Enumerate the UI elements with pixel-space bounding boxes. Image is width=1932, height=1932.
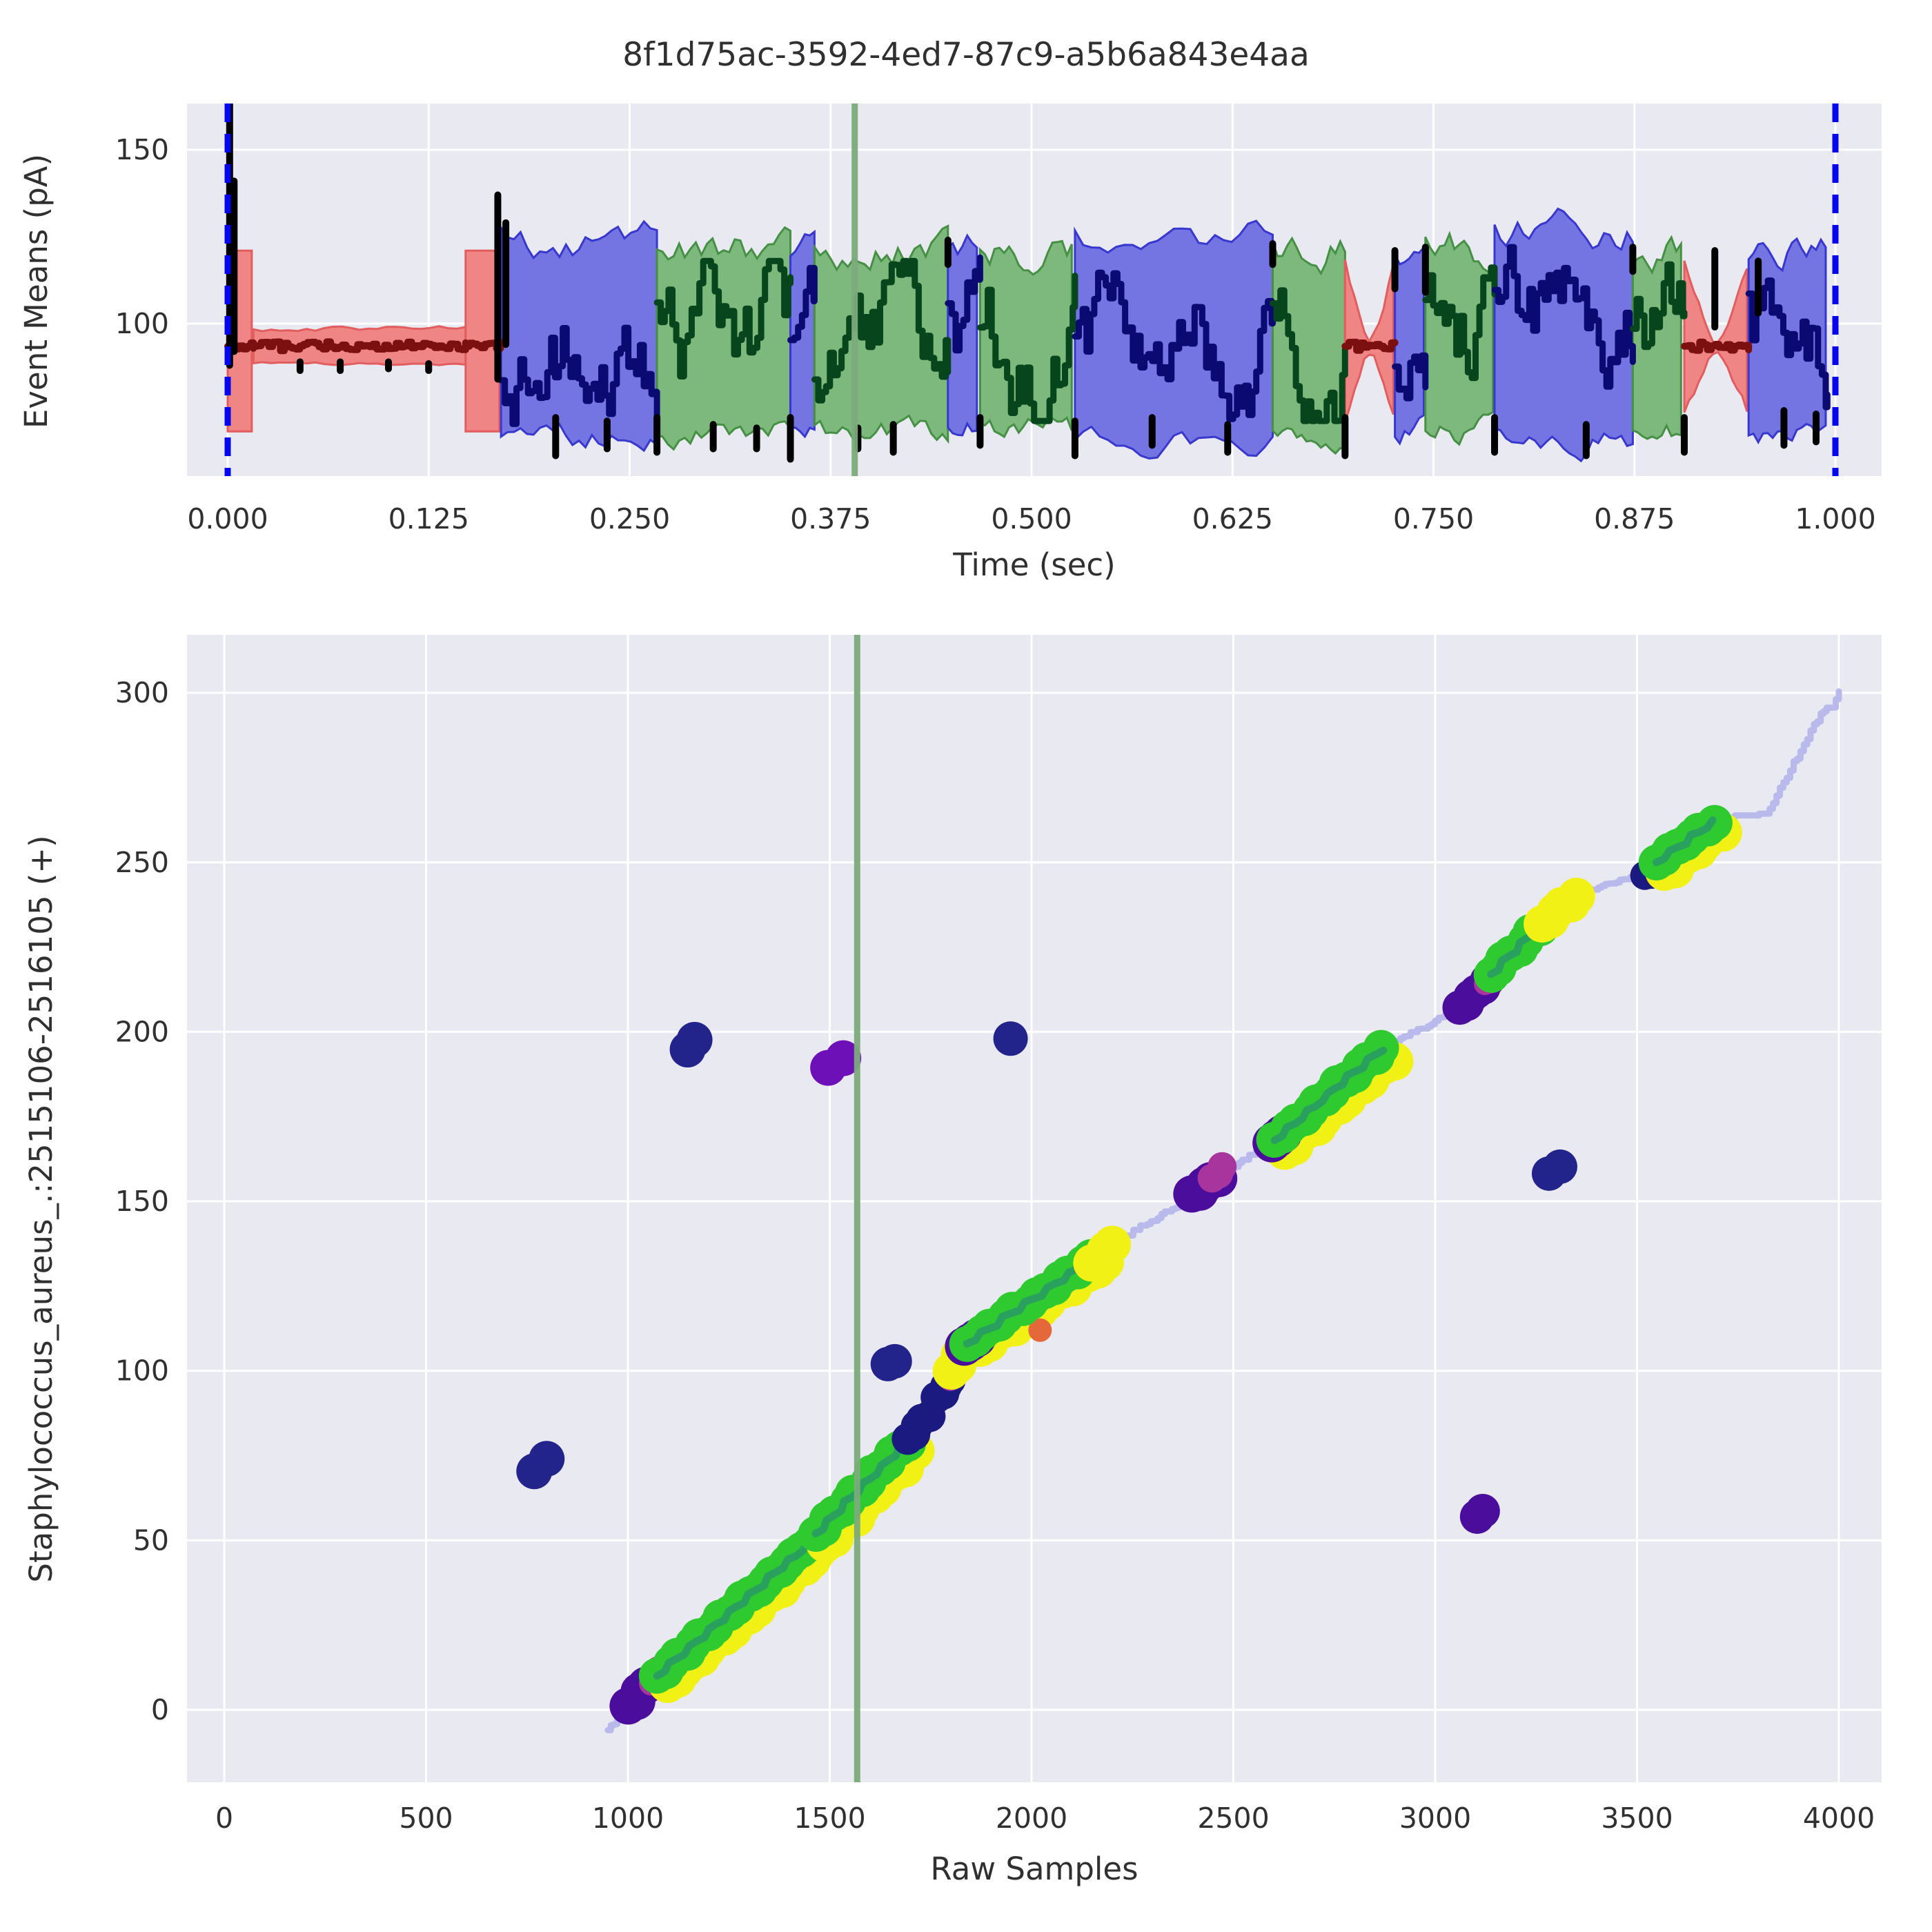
segment-band-red-bowtie [1683,260,1748,413]
bottom-y-tick-label: 150 [115,1185,169,1218]
page-title: 8f1d75ac-3592-4ed7-87c9-a5b6a843e4aa [622,36,1310,74]
top-x-tick-label: 0.625 [1192,502,1273,535]
signal-trace [1491,244,1636,390]
teal-core-line [1653,816,1717,867]
outlier-dot-navy [516,1441,565,1490]
outlier-lobe [877,1343,912,1379]
top-y-tick-label: 150 [115,133,169,166]
segment-band-blue [1074,219,1274,460]
top-y-tick-label: 100 [115,307,169,340]
outlier-dot-navy [870,1343,912,1381]
teal-core-line [963,1254,1095,1348]
bottom-x-tick-label: 500 [399,1802,453,1835]
signal-trace [497,324,660,427]
bottom-y-tick-label: 300 [115,676,169,709]
top-plot [187,103,1882,476]
top-x-tick-label: 1.000 [1795,502,1875,535]
bottom-x-tick-label: 1500 [793,1802,865,1835]
signal-trace [1629,261,1688,351]
top-x-tick-label: 0.125 [388,502,469,535]
bottom-y-tick-label: 200 [115,1015,169,1048]
outlier-dot-violet [810,1040,862,1086]
outlier-dot-navy [669,1022,713,1068]
teal-core-line [653,1538,811,1680]
segment-band-blue [1394,244,1425,446]
top-x-tick-label: 0.750 [1393,502,1474,535]
signal-trace [976,273,1078,424]
outlier-dot-indigo [1459,1493,1500,1534]
outlier-dot-navy [1531,1149,1577,1191]
bottom-y-tick-label: 50 [133,1524,169,1557]
segment-band-red-wide [464,249,501,433]
bottom-x-tick-label: 4000 [1803,1802,1875,1835]
bottom-x-tick-label: 0 [215,1802,233,1835]
segment-band-red-bowtie [1343,259,1394,424]
top-tick-labels: 0.000 0.125 0.250 0.375 0.500 0.625 0.750 0.875… [115,133,1876,535]
alignment-layer [516,688,1842,1733]
dot-chain-green [1252,1029,1414,1170]
path-dot-yellow [1557,878,1595,915]
segment-band-blue [789,229,816,439]
signal-trace [653,257,793,379]
signal-traces [224,103,1831,463]
bottom-y-axis-label: Staphylococcus_aureus_.:2515106-2516105 … [23,835,59,1583]
bottom-x-tick-label: 2000 [996,1802,1067,1835]
signal-trace [1392,352,1429,402]
outlier-lobe [1542,1149,1577,1184]
segment-band-blue [1493,207,1634,463]
top-x-tick-label: 0.500 [991,502,1072,535]
path-dot-magenta [1208,1152,1237,1181]
dot-chain-magenta [1197,1152,1237,1193]
bottom-plot-area [187,635,1882,1782]
bottom-y-tick-label: 100 [115,1354,169,1388]
dot-chain-yellow [1524,878,1595,943]
orange-dot [1028,1318,1052,1342]
bottom-x-tick-label: 3000 [1399,1802,1471,1835]
path-dot-yellow [1094,1225,1131,1263]
bottom-y-tick-label: 250 [115,846,169,879]
bottom-grid [187,635,1882,1782]
bottom-x-tick-label: 2500 [1197,1802,1269,1835]
signal-trace [787,264,818,344]
outlier-lobe [676,1022,713,1058]
bottom-y-tick-label: 0 [151,1693,169,1726]
dot-chain-green [1638,805,1742,891]
signal-trace [1270,287,1348,424]
top-x-tick-label: 0.875 [1594,502,1675,535]
signal-trace [250,338,469,355]
outlier-lobe [529,1441,565,1477]
top-y-axis-label: Event Means (pA) [18,153,55,429]
outlier-lobe [825,1040,862,1076]
signal-trace [1341,338,1399,354]
signal-trace [811,257,952,404]
top-x-tick-label: 0.250 [589,502,670,535]
signal-trace [1745,277,1831,411]
signal-trace [1422,264,1498,382]
bottom-x-tick-label: 3500 [1601,1802,1673,1835]
segment-band-blue [500,219,658,453]
bottom-plot [187,635,1882,1782]
dot-chain-yellow [1073,1225,1131,1282]
outlier-lobe [993,1021,1028,1056]
top-x-axis-label: Time (sec) [953,546,1116,583]
bottom-x-axis-label: Raw Samples [930,1851,1138,1887]
bottom-x-tick-label: 1000 [592,1802,664,1835]
signal-trace [1072,269,1276,422]
signal-trace [945,254,983,354]
top-x-tick-label: 0.000 [187,502,268,535]
teal-core-line [811,1439,911,1537]
outlier-lobe [1465,1493,1500,1528]
top-x-tick-label: 0.375 [790,502,871,535]
bottom-tick-labels: 0 500 1000 1500 2000 2500 3000 3500 4000 0 50 100 15… [115,676,1875,1835]
teal-core-line [1270,1046,1388,1145]
signal-trace [1681,338,1753,354]
outlier-dot-navy [993,1021,1028,1056]
